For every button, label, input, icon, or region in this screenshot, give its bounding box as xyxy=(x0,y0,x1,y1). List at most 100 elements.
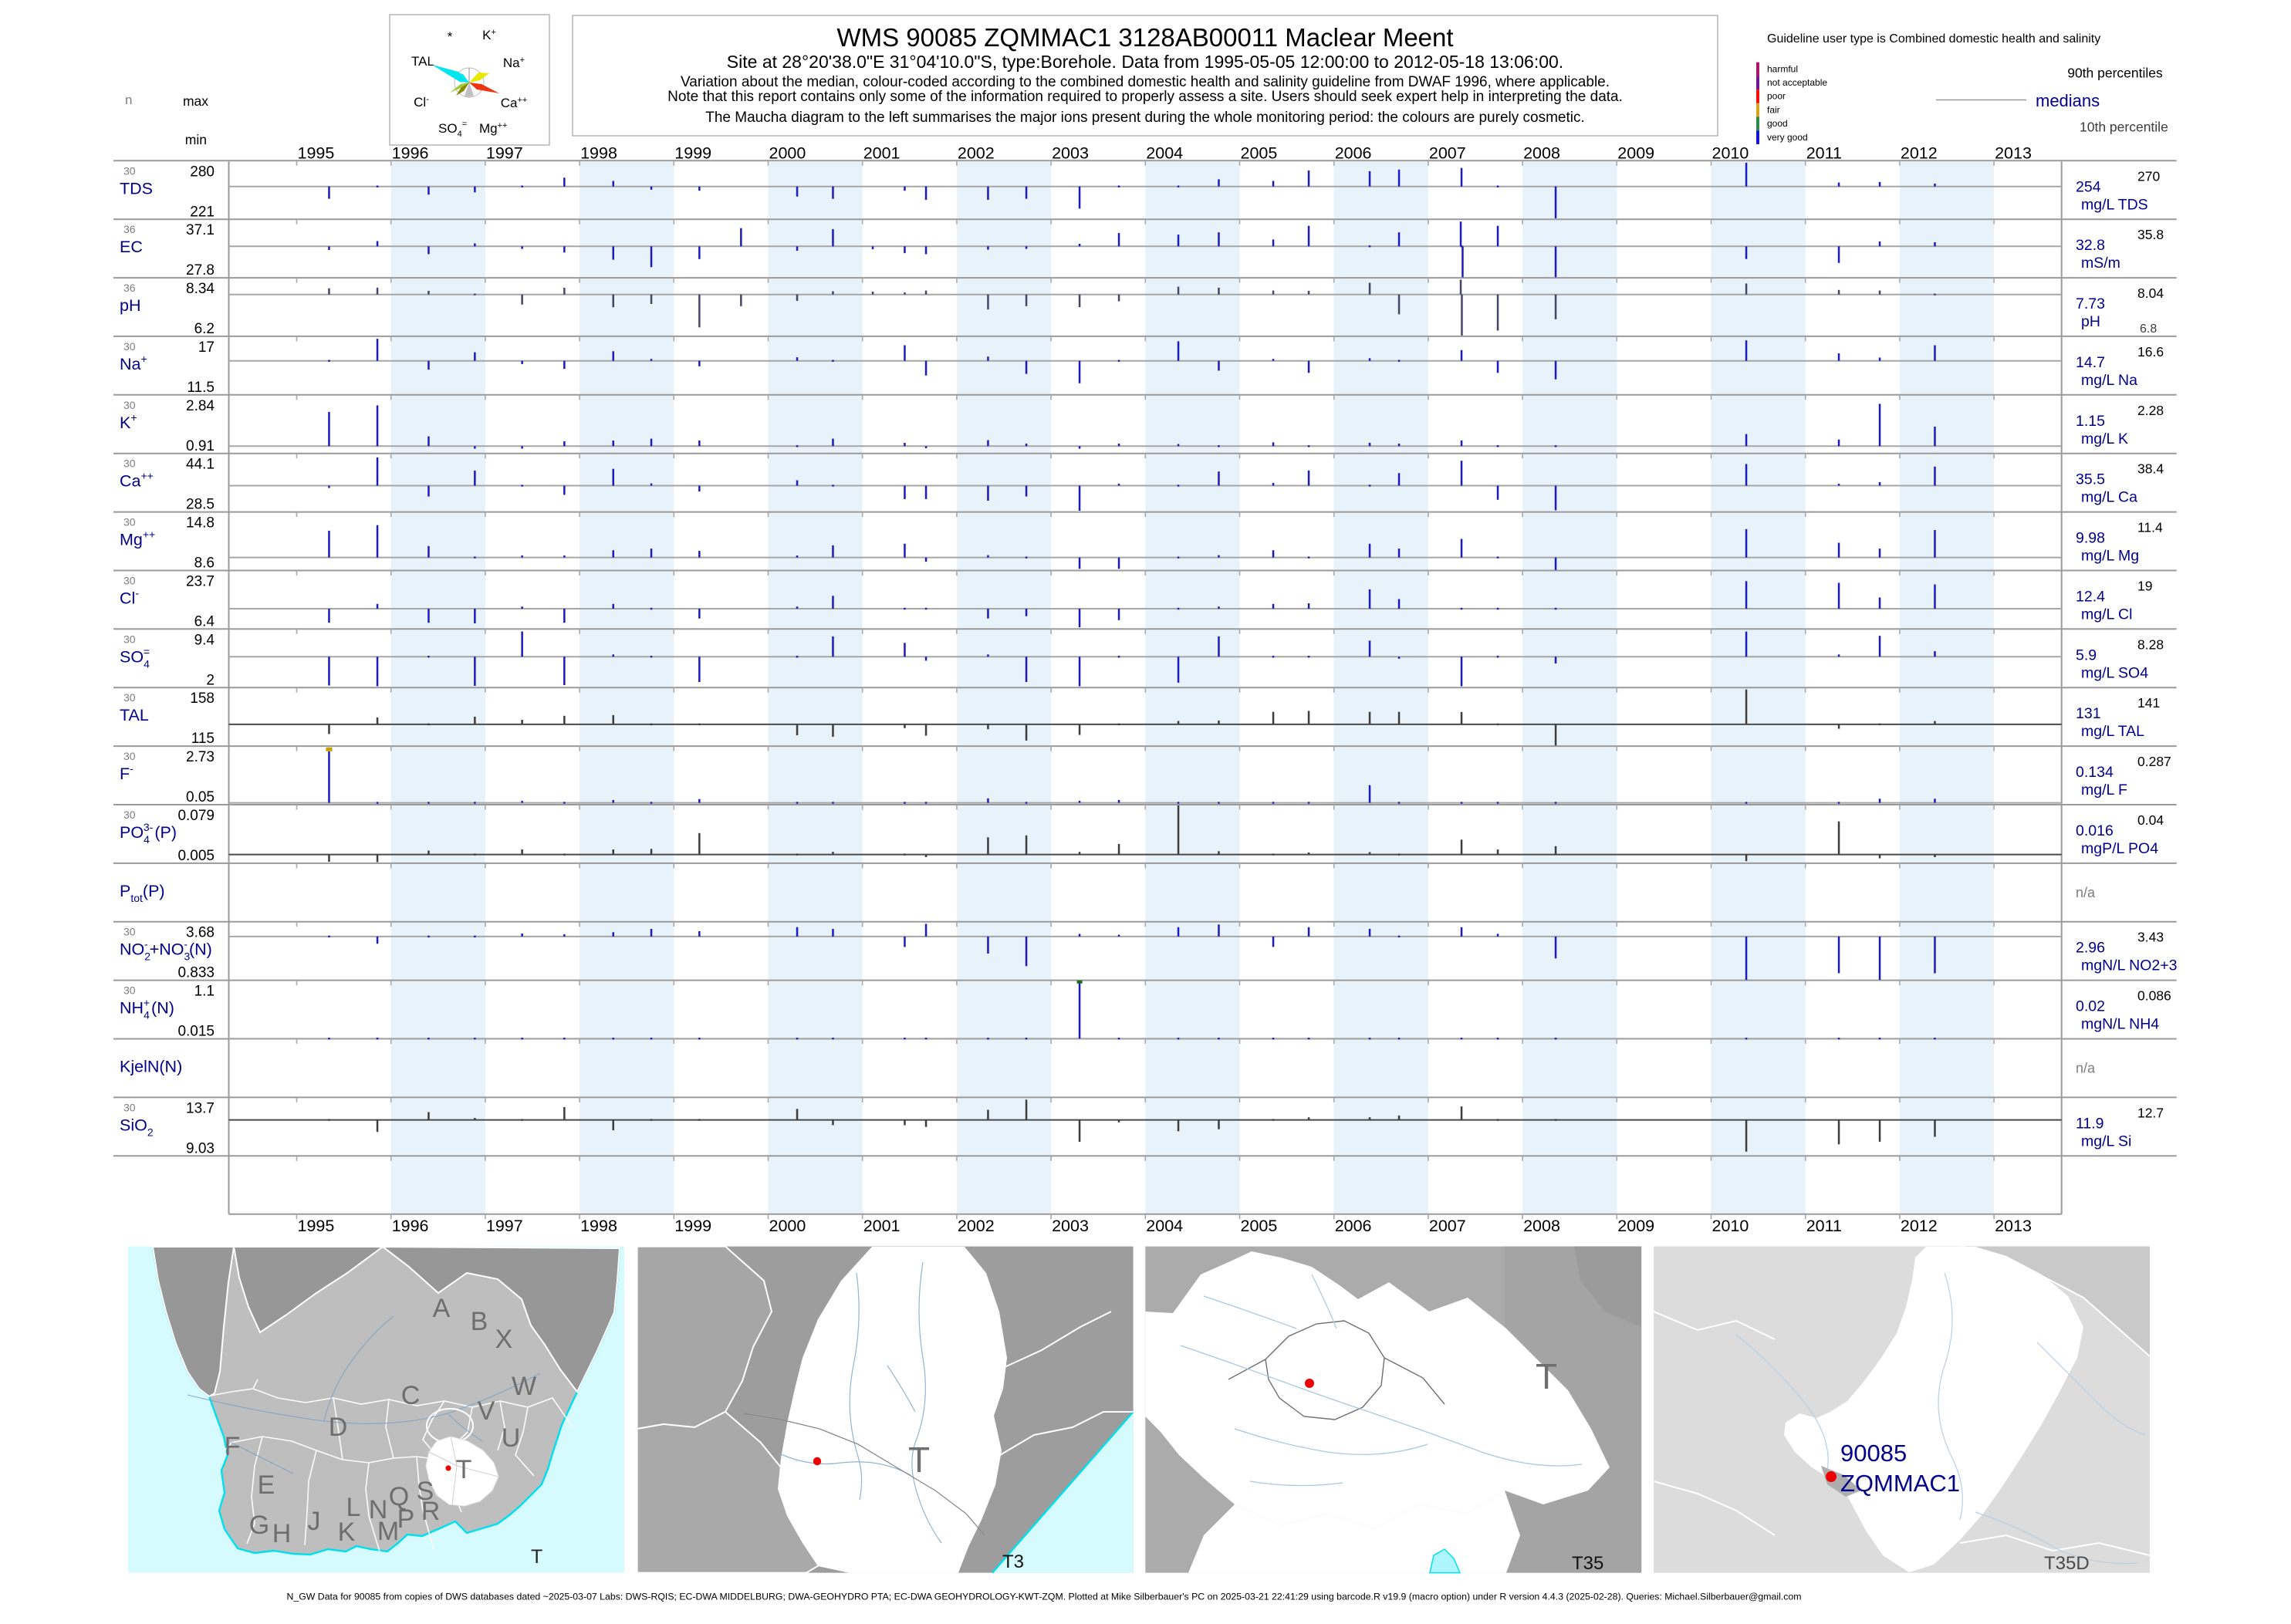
svg-text:mg/L SO4: mg/L SO4 xyxy=(2081,664,2148,681)
svg-text:2001: 2001 xyxy=(863,144,901,163)
svg-text:14.8: 14.8 xyxy=(186,515,215,532)
svg-text:A: A xyxy=(433,1294,451,1323)
svg-text:37.1: 37.1 xyxy=(186,222,215,238)
svg-text:2003: 2003 xyxy=(1052,144,1089,163)
svg-text:254: 254 xyxy=(2076,178,2101,195)
svg-text:221: 221 xyxy=(190,204,215,220)
svg-text:Na+: Na+ xyxy=(503,56,525,70)
svg-text:2013: 2013 xyxy=(1995,144,2032,163)
svg-text:13.7: 13.7 xyxy=(186,1100,215,1116)
svg-text:30: 30 xyxy=(123,926,136,938)
svg-text:2008: 2008 xyxy=(1523,1217,1560,1235)
svg-text:poor: poor xyxy=(1767,91,1786,102)
svg-text:30: 30 xyxy=(123,809,136,821)
svg-text:TAL: TAL xyxy=(120,706,149,724)
svg-text:mgN/L NO2+3: mgN/L NO2+3 xyxy=(2081,957,2177,974)
svg-text:2010: 2010 xyxy=(1712,144,1749,163)
svg-text:10th percentile: 10th percentile xyxy=(2080,120,2168,135)
svg-text:12.7: 12.7 xyxy=(2137,1105,2164,1120)
svg-text:Guideline user type is Combine: Guideline user type is Combined domestic… xyxy=(1767,32,2100,46)
svg-text:harmful: harmful xyxy=(1767,63,1798,74)
svg-text:mg/L Mg: mg/L Mg xyxy=(2081,548,2139,565)
svg-text:27.8: 27.8 xyxy=(186,262,215,279)
svg-text:L: L xyxy=(346,1493,361,1522)
svg-text:9.98: 9.98 xyxy=(2076,530,2105,547)
svg-text:1.15: 1.15 xyxy=(2076,413,2105,430)
svg-text:115: 115 xyxy=(191,731,215,747)
svg-text:14.7: 14.7 xyxy=(2076,354,2105,371)
svg-text:280: 280 xyxy=(190,164,215,180)
svg-text:very good: very good xyxy=(1767,132,1808,143)
svg-text:9.4: 9.4 xyxy=(194,632,215,648)
svg-text:T: T xyxy=(1536,1356,1557,1396)
svg-text:8.34: 8.34 xyxy=(186,281,215,297)
svg-text:0.134: 0.134 xyxy=(2076,764,2114,781)
svg-text:X: X xyxy=(495,1325,513,1354)
svg-text:2011: 2011 xyxy=(1806,144,1842,163)
svg-text:90th percentiles: 90th percentiles xyxy=(2067,66,2163,81)
svg-text:pH: pH xyxy=(2081,313,2100,330)
svg-text:fair: fair xyxy=(1767,104,1780,115)
svg-text:2005: 2005 xyxy=(1241,1217,1278,1235)
svg-text:2007: 2007 xyxy=(1429,144,1466,163)
svg-text:36: 36 xyxy=(123,282,136,294)
svg-text:2.96: 2.96 xyxy=(2076,940,2105,957)
svg-text:3.43: 3.43 xyxy=(2137,930,2164,945)
svg-text:6.2: 6.2 xyxy=(194,321,215,337)
svg-text:8.28: 8.28 xyxy=(2137,636,2164,652)
svg-text:131: 131 xyxy=(2076,705,2101,722)
svg-text:B: B xyxy=(471,1307,488,1336)
svg-text:mg/L F: mg/L F xyxy=(2081,782,2127,798)
svg-text:F: F xyxy=(225,1432,241,1461)
svg-text:pH: pH xyxy=(120,296,140,315)
svg-text:2000: 2000 xyxy=(769,1217,806,1235)
svg-text:G: G xyxy=(249,1511,269,1540)
svg-text:30: 30 xyxy=(123,691,136,704)
svg-text:30: 30 xyxy=(123,1101,136,1113)
svg-text:270: 270 xyxy=(2137,168,2160,184)
svg-text:2006: 2006 xyxy=(1335,144,1372,163)
svg-text:2.84: 2.84 xyxy=(186,398,215,414)
svg-text:2000: 2000 xyxy=(769,144,806,163)
svg-text:30: 30 xyxy=(123,575,136,587)
svg-text:17: 17 xyxy=(198,339,215,356)
svg-text:J: J xyxy=(308,1507,321,1536)
svg-text:EC: EC xyxy=(120,238,143,256)
svg-text:11.5: 11.5 xyxy=(187,380,215,396)
svg-text:Cl-: Cl- xyxy=(414,95,429,110)
svg-text:30: 30 xyxy=(123,457,136,470)
svg-text:0.287: 0.287 xyxy=(2137,754,2171,769)
svg-text:Site at 28°20'38.0"E 31°04'10.: Site at 28°20'38.0"E 31°04'10.0"S, type:… xyxy=(727,52,1563,72)
svg-text:2005: 2005 xyxy=(1241,144,1278,163)
svg-text:32.8: 32.8 xyxy=(2076,237,2105,254)
svg-text:8.04: 8.04 xyxy=(2137,285,2164,301)
svg-text:30: 30 xyxy=(123,340,136,353)
svg-text:0.02: 0.02 xyxy=(2076,998,2105,1015)
svg-text:2010: 2010 xyxy=(1712,1217,1749,1235)
svg-text:8.6: 8.6 xyxy=(194,555,215,572)
svg-text:mg/L TAL: mg/L TAL xyxy=(2081,723,2144,740)
svg-text:TAL: TAL xyxy=(411,54,434,69)
svg-text:T3: T3 xyxy=(1002,1551,1024,1572)
svg-text:0.05: 0.05 xyxy=(186,789,215,805)
svg-text:V: V xyxy=(478,1396,495,1426)
svg-text:2.73: 2.73 xyxy=(186,749,215,765)
svg-text:Note that this report contains: Note that this report contains only some… xyxy=(667,89,1623,105)
svg-text:2013: 2013 xyxy=(1995,1217,2032,1235)
svg-text:2009: 2009 xyxy=(1617,144,1654,163)
svg-text:0.016: 0.016 xyxy=(2076,822,2114,839)
svg-text:1995: 1995 xyxy=(298,1217,335,1235)
svg-text:TDS: TDS xyxy=(120,179,153,198)
svg-text:2012: 2012 xyxy=(1901,144,1938,163)
svg-text:mg/L Na: mg/L Na xyxy=(2081,372,2137,389)
svg-text:2004: 2004 xyxy=(1146,1217,1183,1235)
svg-text:mg/L Si: mg/L Si xyxy=(2081,1133,2131,1150)
svg-text:SO4=: SO4= xyxy=(120,645,150,670)
svg-text:n/a: n/a xyxy=(2076,885,2096,900)
svg-text:1996: 1996 xyxy=(392,1217,429,1235)
svg-text:W: W xyxy=(512,1372,536,1401)
svg-text:P: P xyxy=(397,1504,415,1534)
svg-text:PO43-(P): PO43-(P) xyxy=(120,821,177,846)
svg-text:2002: 2002 xyxy=(958,144,995,163)
svg-text:141: 141 xyxy=(2137,695,2160,711)
